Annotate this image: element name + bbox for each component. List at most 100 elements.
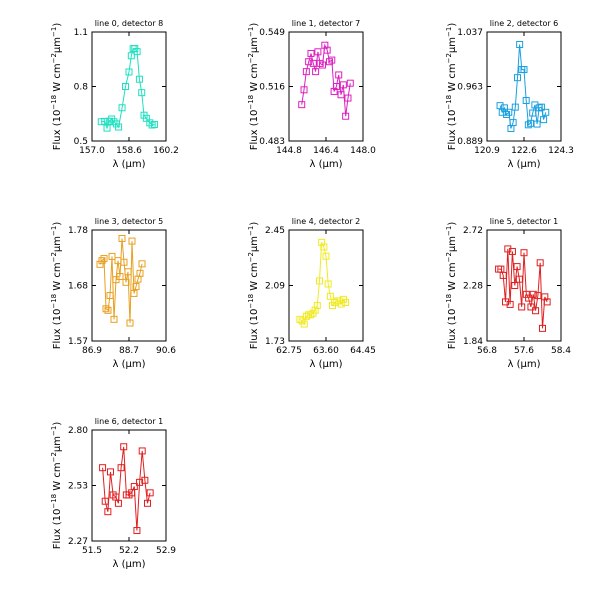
y-tick-label: 1.68 xyxy=(68,282,88,292)
data-point xyxy=(104,508,112,516)
data-point xyxy=(296,315,304,323)
data-point xyxy=(146,119,154,127)
data-point xyxy=(100,255,108,263)
data-point xyxy=(323,46,331,54)
data-point xyxy=(300,320,308,328)
data-point xyxy=(314,48,322,56)
data-point xyxy=(527,119,535,127)
data-point xyxy=(513,263,521,271)
x-axis-label: λ (μm) xyxy=(507,159,540,170)
plot-title: line 3, detector 5 xyxy=(95,217,164,226)
data-point xyxy=(346,79,354,87)
data-point xyxy=(536,259,544,267)
data-point xyxy=(505,108,513,116)
x-tick-label: 122.6 xyxy=(511,146,537,156)
data-point xyxy=(500,104,508,112)
y-tick-label: 1.57 xyxy=(68,337,88,347)
x-tick-label: 88.7 xyxy=(119,346,139,356)
data-point xyxy=(128,237,136,245)
y-axis-label: Flux (10−18 W cm−2μm−1) xyxy=(247,222,260,350)
data-point xyxy=(319,61,327,69)
data-point xyxy=(337,91,345,99)
y-tick-label: 2.80 xyxy=(68,426,88,436)
data-point xyxy=(116,273,124,281)
axes-frame xyxy=(486,31,562,142)
data-point xyxy=(118,104,126,112)
data-point xyxy=(106,292,114,300)
data-point xyxy=(138,447,146,455)
data-point xyxy=(302,68,310,76)
data-point xyxy=(498,108,506,116)
data-point xyxy=(342,112,350,120)
x-axis-label: λ (μm) xyxy=(507,359,540,370)
data-point xyxy=(539,324,546,332)
plot-panel-3: line 3, detector 5 86.9 88.7 90.6 1.57 1.68 1.… xyxy=(50,217,176,370)
series-line xyxy=(498,248,548,329)
data-point xyxy=(307,49,315,57)
data-point xyxy=(496,102,504,110)
y-tick-label: 2.45 xyxy=(265,226,285,236)
data-point xyxy=(138,260,146,268)
data-point xyxy=(298,101,306,109)
data-point xyxy=(520,249,528,257)
data-point xyxy=(146,489,154,497)
plot-title: line 4, detector 2 xyxy=(292,217,361,226)
data-point xyxy=(509,119,517,127)
data-point xyxy=(318,238,326,246)
data-point xyxy=(120,443,128,451)
data-point xyxy=(337,300,345,308)
data-point xyxy=(532,307,540,315)
data-point xyxy=(150,120,158,128)
data-point xyxy=(114,499,122,507)
y-tick-label: 0.549 xyxy=(259,28,285,38)
axes-frame xyxy=(486,229,562,342)
data-point xyxy=(518,303,526,311)
x-tick-label: 144.8 xyxy=(276,146,302,156)
data-point xyxy=(534,292,542,300)
series-line xyxy=(99,238,143,324)
data-point xyxy=(130,289,138,297)
data-point xyxy=(499,271,507,279)
data-point xyxy=(516,41,524,49)
data-point xyxy=(133,527,141,535)
y-axis-label: Flux (10−18 W cm−2μm−1) xyxy=(247,23,260,151)
data-point xyxy=(524,121,532,129)
x-tick-label: 90.6 xyxy=(156,346,176,356)
y-tick-label: 1.037 xyxy=(457,28,483,38)
y-tick-label: 2.72 xyxy=(463,226,483,236)
data-point xyxy=(522,96,530,104)
data-point xyxy=(324,280,332,288)
data-point xyxy=(96,260,104,268)
y-tick-label: 0.8 xyxy=(74,83,89,93)
data-point xyxy=(133,48,141,56)
y-tick-label: 0.483 xyxy=(259,137,285,147)
data-point xyxy=(138,89,146,97)
data-point xyxy=(105,117,113,125)
x-tick-label: 51.5 xyxy=(82,546,102,556)
data-point xyxy=(520,66,528,74)
data-point xyxy=(326,292,334,300)
data-point xyxy=(302,312,310,320)
data-point xyxy=(312,68,320,76)
plot-title: line 6, detector 1 xyxy=(95,417,164,426)
data-point xyxy=(130,483,138,491)
data-point xyxy=(110,118,118,126)
data-point xyxy=(118,234,126,242)
data-point xyxy=(506,300,514,308)
x-axis-label: λ (μm) xyxy=(112,159,145,170)
x-tick-label: 56.8 xyxy=(477,346,497,356)
data-point xyxy=(535,104,543,112)
data-point xyxy=(313,302,321,310)
data-point xyxy=(122,83,130,90)
data-point xyxy=(330,87,338,95)
data-point xyxy=(148,121,156,129)
data-point xyxy=(542,108,550,116)
data-point xyxy=(124,268,132,276)
data-point xyxy=(98,257,106,265)
x-tick-label: 120.9 xyxy=(474,146,500,156)
data-point xyxy=(311,306,319,314)
data-point xyxy=(533,120,541,128)
x-tick-label: 157.0 xyxy=(79,146,105,156)
data-point xyxy=(529,109,537,117)
